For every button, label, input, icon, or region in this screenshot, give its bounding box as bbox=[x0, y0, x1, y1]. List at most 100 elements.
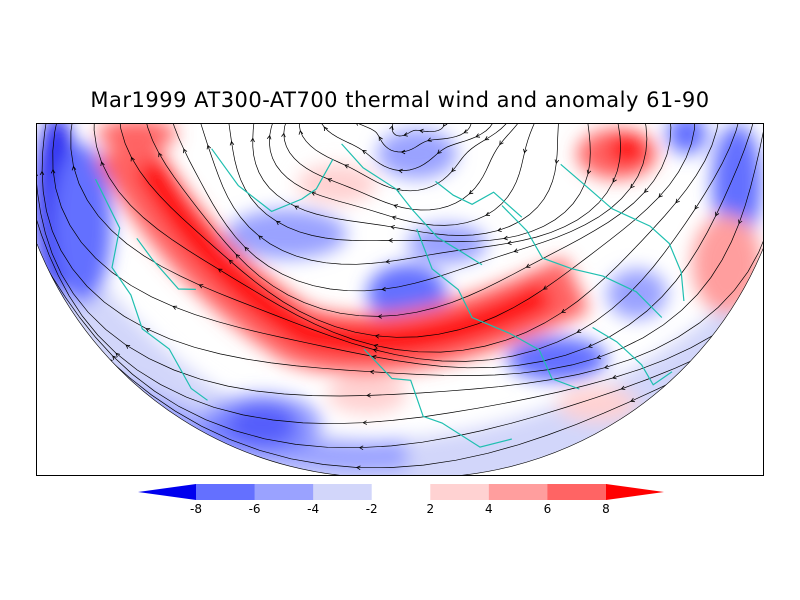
coastline bbox=[560, 163, 685, 302]
streamline-arrow bbox=[643, 188, 649, 193]
streamline bbox=[197, 124, 621, 265]
streamline-arrow bbox=[499, 140, 504, 146]
streamline-arrow bbox=[130, 156, 135, 162]
streamline-arrow bbox=[630, 183, 635, 189]
streamline bbox=[252, 124, 560, 236]
streamline-arrow bbox=[484, 136, 490, 141]
colorbar bbox=[138, 484, 664, 500]
streamline-arrow bbox=[354, 124, 360, 126]
streamline-arrow bbox=[398, 168, 403, 174]
streamline-arrow bbox=[275, 220, 281, 226]
streamline-arrow bbox=[586, 169, 592, 175]
coastline bbox=[435, 180, 523, 218]
streamline-arrow bbox=[71, 165, 77, 171]
streamline-arrow bbox=[125, 344, 131, 349]
coastline bbox=[341, 143, 483, 266]
streamline-arrow bbox=[355, 465, 361, 471]
streamline-arrow bbox=[371, 354, 377, 360]
colorbar-segment bbox=[254, 484, 314, 500]
anomaly-map bbox=[37, 124, 763, 475]
streamline-arrow bbox=[443, 124, 448, 127]
streamline-arrow bbox=[620, 385, 626, 390]
anomaly-shading bbox=[37, 124, 763, 475]
streamline-arrow bbox=[561, 308, 566, 313]
streamline-arrow bbox=[372, 348, 378, 353]
colorbar-tick-label: 2 bbox=[426, 502, 435, 516]
streamline-arrow bbox=[158, 152, 163, 158]
streamline bbox=[379, 124, 445, 137]
streamline-arrow bbox=[388, 238, 393, 243]
coastline bbox=[416, 228, 580, 390]
streamline-arrow bbox=[250, 137, 255, 143]
streamline-arrow bbox=[612, 374, 617, 380]
streamline-arrow bbox=[298, 129, 304, 135]
streamline-arrow bbox=[228, 259, 234, 265]
streamline-arrow bbox=[612, 177, 617, 183]
streamline-arrow bbox=[206, 144, 211, 150]
streamline bbox=[37, 124, 763, 397]
streamline-arrow bbox=[183, 148, 188, 154]
streamline-arrow bbox=[258, 235, 263, 240]
streamline-arrow bbox=[503, 235, 508, 241]
streamline-arrow bbox=[361, 150, 367, 155]
streamline-arrow bbox=[427, 137, 432, 142]
streamline-arrow bbox=[630, 397, 635, 403]
colorbar-tick-label: 6 bbox=[543, 502, 552, 516]
streamline-arrow bbox=[603, 364, 609, 370]
streamline-arrow bbox=[596, 354, 602, 360]
streamline-arrow bbox=[542, 285, 548, 290]
streamline-arrow bbox=[323, 126, 328, 132]
streamline-arrow bbox=[554, 159, 560, 165]
streamline bbox=[118, 124, 696, 338]
streamline-arrow bbox=[50, 168, 56, 174]
streamline-arrow bbox=[217, 268, 223, 273]
streamline-arrow bbox=[475, 133, 481, 138]
streamline-arrow bbox=[403, 132, 408, 137]
hemisphere-edge bbox=[37, 243, 763, 475]
colorbar-tick-label: 8 bbox=[602, 502, 610, 516]
colorbar-arrow-low bbox=[138, 484, 196, 500]
streamline-arrow bbox=[229, 140, 235, 146]
streamline-arrow bbox=[390, 225, 395, 230]
streamline-arrow bbox=[525, 263, 531, 268]
streamline bbox=[227, 124, 591, 242]
coastlines bbox=[94, 143, 685, 448]
streamline-arrow bbox=[506, 240, 512, 246]
coastline bbox=[592, 326, 673, 386]
streamline-arrow bbox=[658, 433, 663, 438]
colorbar-tick-label: -6 bbox=[248, 502, 261, 516]
streamline-arrow bbox=[385, 259, 390, 264]
streamline-arrow bbox=[172, 305, 178, 310]
streamline bbox=[37, 124, 763, 468]
streamline-arrow bbox=[344, 164, 349, 169]
streamline-arrow bbox=[358, 445, 364, 451]
streamline-arrow bbox=[419, 128, 424, 134]
colorbar-segment bbox=[196, 484, 256, 500]
coastline bbox=[211, 148, 334, 213]
colorbar-tick-label: -8 bbox=[190, 502, 202, 516]
streamline-arrow bbox=[374, 334, 380, 339]
streamline-arrow bbox=[378, 136, 383, 141]
coastline bbox=[363, 348, 512, 448]
colorbar-arrow-high bbox=[606, 484, 664, 500]
streamline bbox=[318, 124, 496, 171]
streamline-arrow bbox=[513, 248, 519, 253]
streamline-arrow bbox=[451, 167, 456, 173]
streamline-arrow bbox=[373, 344, 379, 349]
colorbar-tick-label: -2 bbox=[365, 502, 378, 516]
streamline-arrow bbox=[468, 190, 474, 195]
map-title: Mar1999 AT300-AT700 thermal wind and ano… bbox=[90, 88, 710, 112]
streamline-arrow bbox=[294, 205, 299, 210]
streamline-arrow bbox=[77, 384, 83, 389]
colorbar-segment bbox=[371, 484, 431, 500]
streamline-arrow bbox=[389, 125, 394, 131]
colorbar-tick-label: -4 bbox=[307, 502, 320, 516]
streamline-arrow bbox=[497, 227, 502, 232]
streamline bbox=[170, 124, 648, 292]
streamline bbox=[52, 124, 756, 369]
streamline-arrow bbox=[694, 204, 699, 210]
streamline bbox=[269, 124, 539, 226]
streamline-arrow bbox=[675, 198, 680, 204]
streamline-arrow bbox=[400, 149, 406, 155]
streamline-arrow bbox=[658, 193, 663, 198]
